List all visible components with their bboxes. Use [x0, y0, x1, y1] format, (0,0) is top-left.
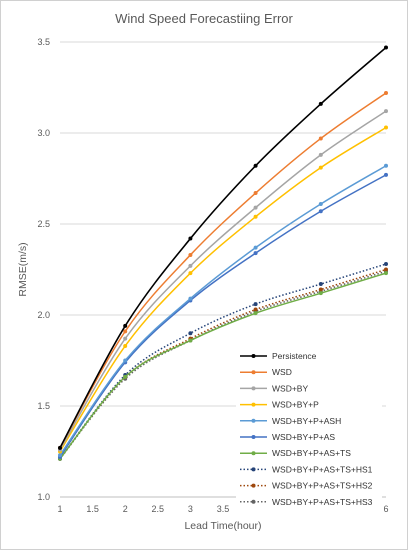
- data-point-wsd-by-p-ash: [123, 358, 128, 363]
- legend-entry: WSD+BY+P+ASH: [272, 416, 341, 426]
- legend-marker: [251, 499, 256, 504]
- chart-title: Wind Speed Forecastiing Error: [115, 11, 293, 26]
- data-point-wsd-by-p: [253, 214, 258, 219]
- data-point-persistence: [384, 45, 388, 50]
- legend-entry: WSD+BY+P+AS+TS+HS3: [272, 497, 373, 507]
- series-line-persistence: [59, 46, 387, 449]
- data-point-wsd-by-p-as-ts: [188, 338, 193, 343]
- legend-marker: [251, 354, 256, 358]
- x-tick-label: 1.5: [86, 504, 99, 514]
- data-point-wsd-by: [188, 263, 193, 268]
- series-lines: [58, 45, 388, 461]
- data-point-persistence: [188, 236, 193, 241]
- data-point-wsd-by-p-ash: [384, 163, 388, 168]
- data-point-persistence: [123, 323, 128, 328]
- data-point-wsd-by-p: [384, 125, 388, 130]
- series-line-wsd-by-p-as-ts: [59, 272, 387, 460]
- legend-marker: [251, 451, 256, 456]
- data-point-wsd-by-p-as-ts-hs2: [253, 307, 258, 312]
- y-tick-label: 1.0: [37, 492, 50, 502]
- data-point-wsd-by-p-ash: [253, 245, 258, 250]
- data-point-wsd: [318, 136, 323, 141]
- data-point-wsd-by-p: [123, 343, 128, 348]
- data-point-wsd-by-p: [318, 165, 323, 170]
- x-axis-label: Lead Time(hour): [184, 520, 261, 532]
- x-tick-label: 2.5: [152, 504, 165, 514]
- data-point-persistence: [318, 101, 323, 106]
- data-point-wsd-by-p-as-ts-hs2: [318, 287, 323, 292]
- data-point-wsd-by-p-as-ts-hs1: [384, 262, 388, 267]
- data-point-wsd-by-p-as-ts-hs1: [318, 282, 323, 287]
- data-point-persistence: [253, 163, 258, 168]
- data-point-wsd-by-p-as-ts: [253, 311, 258, 316]
- legend-entry: Persistence: [272, 351, 317, 361]
- data-point-wsd-by-p-ash: [188, 296, 193, 301]
- y-tick-label: 2.5: [37, 219, 50, 229]
- data-point-wsd-by-p-as-ts: [123, 374, 128, 379]
- data-point-wsd-by-p-ash: [58, 453, 62, 458]
- legend-entry: WSD+BY: [272, 383, 308, 393]
- legend-entry: WSD+BY+P+AS+TS: [272, 448, 351, 458]
- data-point-wsd-by-p-ash: [318, 201, 323, 206]
- legend-marker: [251, 402, 256, 407]
- data-point-wsd-by: [253, 205, 258, 210]
- data-point-wsd-by-p-as: [318, 209, 323, 214]
- data-point-wsd-by: [123, 336, 128, 341]
- data-point-wsd-by-p-as-ts-hs1: [253, 302, 258, 307]
- y-tick-label: 3.0: [37, 128, 50, 138]
- data-point-wsd: [123, 329, 128, 334]
- legend: Persistence WSD WSD+BY WSD+BY+P WSD+BY+P+ASH…: [240, 351, 373, 507]
- x-tick-label: 3: [188, 504, 193, 514]
- y-tick-label: 1.5: [37, 401, 50, 411]
- series-line-wsd-by-p-as-ts-hs1: [59, 263, 387, 460]
- legend-background: [236, 348, 382, 512]
- legend-entry: WSD+BY+P+AS: [272, 432, 335, 442]
- data-point-wsd-by-p-as: [384, 172, 388, 177]
- legend-marker: [251, 435, 256, 439]
- legend-marker: [251, 418, 256, 423]
- series-line-wsd-by-p-as: [59, 174, 387, 458]
- legend-entry: WSD+BY+P: [272, 400, 319, 410]
- y-axis-label: RMSE(m/s): [17, 242, 29, 296]
- data-point-wsd: [253, 191, 258, 196]
- data-point-persistence: [58, 445, 62, 450]
- legend-marker: [251, 370, 256, 375]
- legend-entry: WSD: [272, 367, 292, 377]
- x-tick-label: 3.5: [217, 504, 230, 514]
- legend-marker: [251, 467, 256, 472]
- data-point-wsd-by-p-as-ts-hs2: [384, 267, 388, 272]
- data-point-wsd-by-p-as: [253, 251, 258, 256]
- legend-entry: WSD+BY+P+AS+TS+HS1: [272, 464, 373, 474]
- x-tick-label: 1: [57, 504, 62, 514]
- data-point-wsd-by-p-as-ts: [384, 271, 388, 276]
- legend-marker: [251, 386, 256, 391]
- data-point-wsd: [384, 90, 388, 95]
- data-point-wsd-by: [384, 109, 388, 114]
- data-point-wsd-by-p-as-ts: [318, 291, 323, 296]
- legend-marker: [251, 483, 256, 488]
- data-point-wsd-by-p-as-ts-hs1: [188, 331, 193, 336]
- x-tick-label: 2: [123, 504, 128, 514]
- legend-entry: WSD+BY+P+AS+TS+HS2: [272, 481, 373, 491]
- data-point-wsd-by: [318, 152, 323, 157]
- y-tick-label: 2.0: [37, 310, 50, 320]
- data-point-wsd: [188, 252, 193, 257]
- data-point-wsd-by-p: [188, 271, 193, 276]
- y-tick-label: 3.5: [37, 37, 50, 47]
- x-tick-label: 6: [383, 504, 388, 514]
